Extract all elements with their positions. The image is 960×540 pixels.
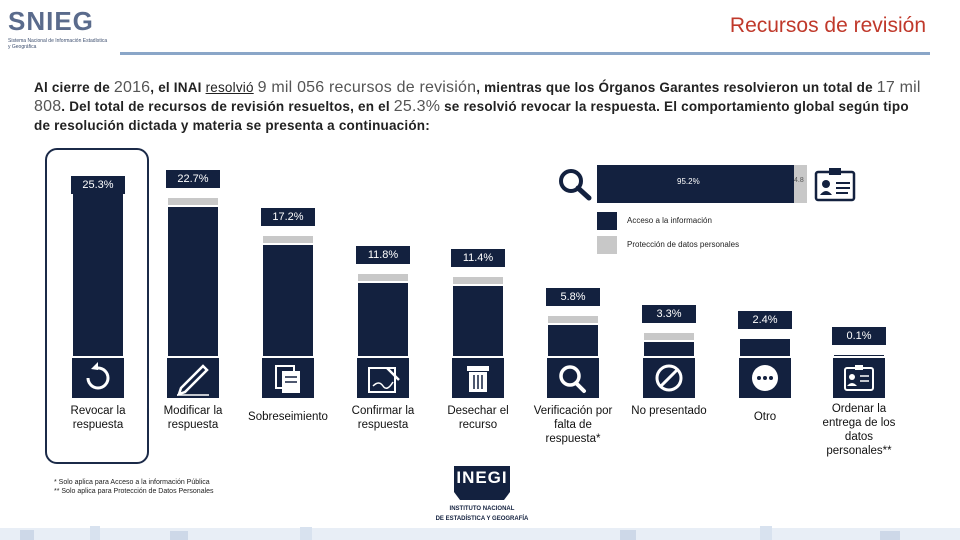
legend-protection-label: Protección de datos personales — [627, 240, 740, 249]
bar — [548, 324, 598, 356]
header-divider — [120, 52, 930, 55]
bar-value-label: 2.4% — [738, 311, 792, 330]
no-entry-icon — [643, 358, 695, 398]
inegi-sub1: INSTITUTO NACIONAL — [449, 506, 515, 512]
bar-protection-cap — [263, 236, 313, 244]
category-label: No presentado — [631, 405, 707, 417]
split-access-segment — [597, 165, 794, 203]
page-title: Recursos de revisión — [729, 14, 926, 37]
inegi-logo: INEGI INSTITUTO NACIONAL DE ESTADÍSTICA … — [418, 466, 546, 528]
search-icon — [559, 169, 592, 201]
bar — [263, 245, 313, 356]
bar — [644, 342, 694, 356]
materia-split-bar: 95.2% 4.8 — [597, 165, 807, 203]
bar-protection-cap — [168, 198, 218, 206]
bar-value-label: 11.4% — [451, 248, 505, 267]
id-card-icon — [833, 358, 885, 398]
category-label: Confirmar la respuesta — [351, 405, 415, 431]
category-label: Desechar el recurso — [447, 405, 509, 431]
intro-revoke-pct: 25.3% — [393, 98, 441, 115]
logo-subtitle: Sistema Nacional de Información Estadíst… — [8, 38, 108, 50]
legend-access-label: Acceso a la información — [627, 216, 712, 225]
bar — [358, 282, 408, 356]
intro-resolved: resolvió — [205, 80, 254, 95]
bar-protection-cap — [453, 276, 503, 284]
bar-value-label: 5.8% — [546, 287, 600, 306]
pen-icon — [167, 358, 219, 398]
intro-text: Al cierre de — [34, 80, 114, 95]
split-protection-label: 4.8 — [794, 177, 804, 184]
intro-paragraph: Al cierre de 2016, el INAI resolvió 9 mi… — [34, 78, 924, 135]
legend-access-swatch — [597, 212, 617, 230]
intro-year: 2016 — [113, 79, 151, 96]
ellipsis-icon — [739, 358, 791, 398]
intro-text: , el INAI — [150, 80, 206, 95]
bar-protection-cap — [644, 333, 694, 341]
bar-value-label: 3.3% — [642, 305, 696, 324]
snieg-logo: SNIEG Sistema Nacional de Información Es… — [6, 6, 116, 52]
search-icon — [547, 358, 599, 398]
documents-icon — [262, 358, 314, 398]
bar-value-label: 0.1% — [832, 327, 886, 346]
inegi-text: INEGI — [456, 468, 508, 487]
footnotes: * Solo aplica para Acceso a la informaci… — [54, 478, 214, 496]
bar-value-label: 11.8% — [356, 245, 410, 264]
split-access-label: 95.2% — [677, 177, 700, 186]
intro-og-total: 17 mil 808 — [34, 79, 921, 115]
category-label: Ordenar la entrega de los datos personal… — [822, 403, 896, 457]
intro-text: se resolvió revocar la respuesta. El com… — [34, 99, 909, 133]
category-label: Verificación por falta de respuesta* — [533, 405, 613, 445]
category-label: Sobreseimiento — [248, 411, 328, 423]
refresh-icon — [72, 358, 124, 398]
category-label: Otro — [753, 411, 777, 423]
trash-icon — [452, 358, 504, 398]
category-label: Modificar la respuesta — [163, 405, 223, 431]
decorative-stripe — [0, 526, 960, 540]
intro-text: , mientras que los Órganos Garantes reso… — [476, 80, 877, 95]
legend-protection-swatch — [597, 236, 617, 254]
bar-value-label: 22.7% — [166, 170, 220, 189]
bar-protection-cap — [548, 315, 598, 323]
intro-inai-total: 9 mil 056 recursos de revisión — [257, 79, 477, 96]
bar — [73, 189, 123, 356]
sign-document-icon — [357, 358, 409, 398]
id-card-icon — [814, 168, 856, 202]
bar — [453, 285, 503, 356]
inegi-sub2: DE ESTADÍSTICA Y GEOGRAFÍA — [435, 516, 529, 522]
split-protection-segment — [794, 165, 807, 203]
logo-text: SNIEG — [8, 6, 94, 36]
inegi-emblem — [454, 466, 510, 500]
footnote-1: * Solo aplica para Acceso a la informaci… — [54, 479, 210, 486]
intro-text: . Del total de recursos de revisión resu… — [61, 99, 394, 114]
highlight-box — [45, 148, 149, 464]
bar-value-label: 25.3% — [71, 176, 125, 194]
category-label: Revocar la respuesta — [70, 405, 126, 431]
bar — [834, 355, 884, 356]
footnote-2: ** Solo aplica para Protección de Datos … — [54, 488, 214, 495]
bar — [168, 207, 218, 356]
bar — [740, 339, 790, 356]
bar-value-label: 17.2% — [261, 208, 315, 227]
bar-protection-cap — [358, 273, 408, 281]
